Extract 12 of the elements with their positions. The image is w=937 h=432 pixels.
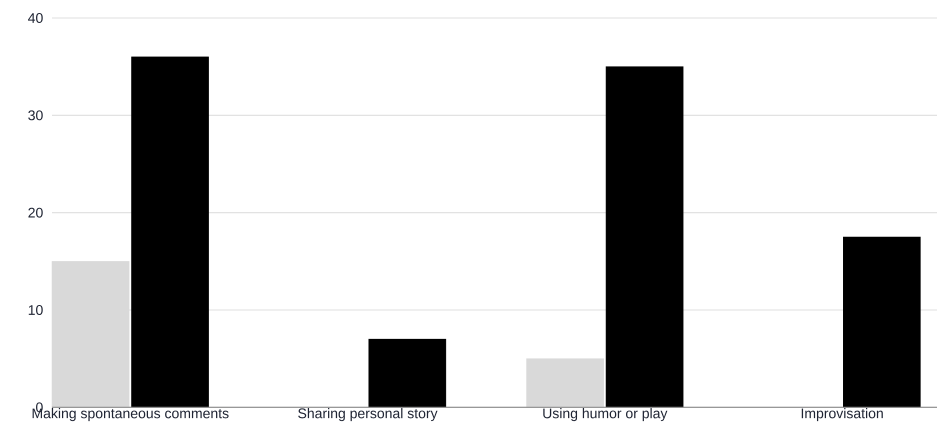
y-tick-label: 40 — [28, 13, 43, 23]
y-tick-label: 10 — [28, 305, 43, 315]
x-tick-label: Sharing personal story — [298, 408, 438, 422]
bar — [131, 56, 209, 408]
bar — [368, 338, 446, 408]
bar — [526, 358, 604, 408]
y-tick-label: 30 — [28, 110, 43, 120]
bar — [843, 236, 921, 408]
bar — [606, 66, 684, 408]
x-tick-label: Using humor or play — [543, 408, 668, 422]
y-tick-label: 20 — [28, 208, 43, 218]
x-tick-label: Improvisation — [802, 408, 883, 422]
